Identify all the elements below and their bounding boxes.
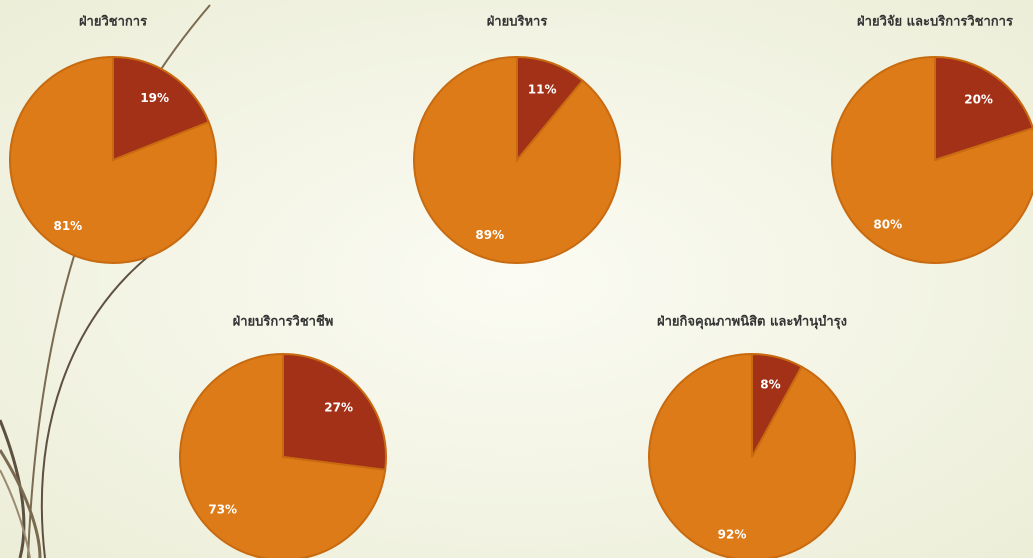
data-label: 73% xyxy=(208,503,237,517)
data-label: 89% xyxy=(475,228,504,242)
data-label: 27% xyxy=(324,400,353,414)
data-label: 80% xyxy=(873,217,902,231)
data-label: 8% xyxy=(760,378,780,392)
pie-slice xyxy=(516,55,585,163)
chart-title: ฝ่ายวิจัย และบริการวิชาการ xyxy=(857,15,1013,30)
chart-title: ฝ่ายบริหาร xyxy=(487,15,548,30)
pie-slice xyxy=(831,55,1033,264)
data-label: 20% xyxy=(964,93,993,107)
data-label: 92% xyxy=(718,527,747,541)
data-label: 81% xyxy=(53,219,82,233)
pie-slice xyxy=(934,55,1033,162)
pie-slice xyxy=(648,352,856,558)
pie-slice xyxy=(179,352,387,558)
chart-title: ฝ่ายกิจคุณภาพนิสิต และทำนุบำรุง xyxy=(657,314,847,330)
chart-title: ฝ่ายวิชาการ xyxy=(79,15,147,30)
pie-slice xyxy=(282,352,387,472)
data-label: 19% xyxy=(140,91,169,105)
pie-slice xyxy=(112,55,211,162)
chart-title: ฝ่ายบริการวิชาชีพ xyxy=(233,314,334,330)
pie-slice xyxy=(413,55,621,264)
data-label: 11% xyxy=(528,83,557,97)
pie-slice xyxy=(9,55,217,264)
